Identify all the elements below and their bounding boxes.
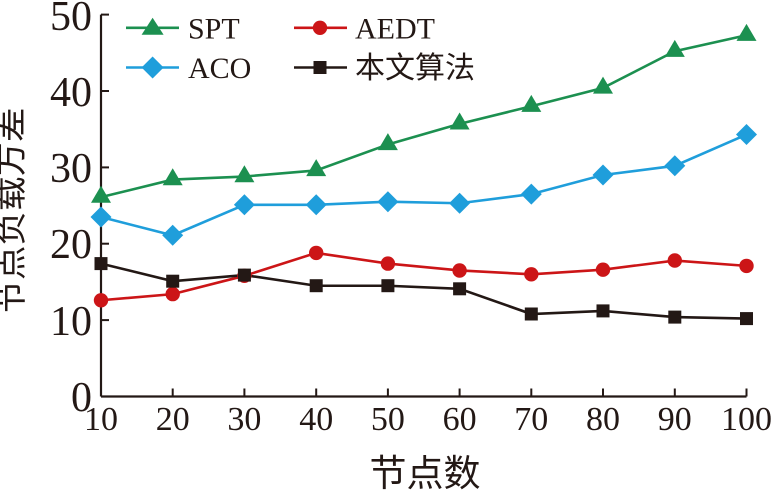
svg-text:40: 40 [299,401,333,438]
svg-text:30: 30 [50,146,92,192]
svg-text:节点负载方差: 节点负载方差 [0,108,30,315]
svg-text:ACO: ACO [188,52,251,85]
svg-text:10: 10 [84,401,118,438]
svg-text:60: 60 [443,401,477,438]
svg-text:10: 10 [50,299,92,345]
svg-text:SPT: SPT [188,13,240,46]
svg-text:40: 40 [50,70,92,116]
svg-text:20: 20 [50,222,92,268]
svg-text:20: 20 [156,401,190,438]
svg-text:100: 100 [721,401,772,438]
svg-text:50: 50 [50,0,92,40]
svg-text:30: 30 [227,401,261,438]
svg-text:80: 80 [586,401,620,438]
svg-text:AEDT: AEDT [355,13,435,46]
svg-text:50: 50 [371,401,405,438]
svg-text:节点数: 节点数 [370,453,481,492]
svg-text:90: 90 [658,401,692,438]
svg-text:本文算法: 本文算法 [355,52,475,85]
svg-text:70: 70 [514,401,548,438]
